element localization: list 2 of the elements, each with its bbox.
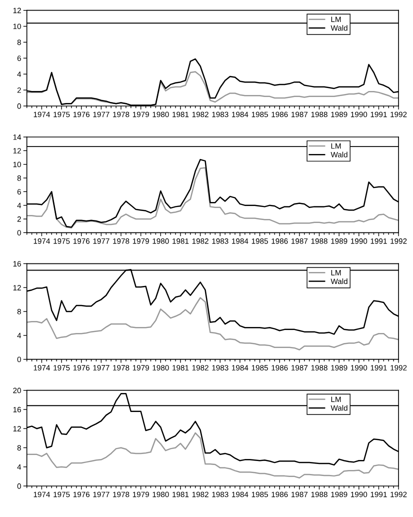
line-series bbox=[26, 432, 399, 478]
line-series bbox=[26, 297, 399, 350]
